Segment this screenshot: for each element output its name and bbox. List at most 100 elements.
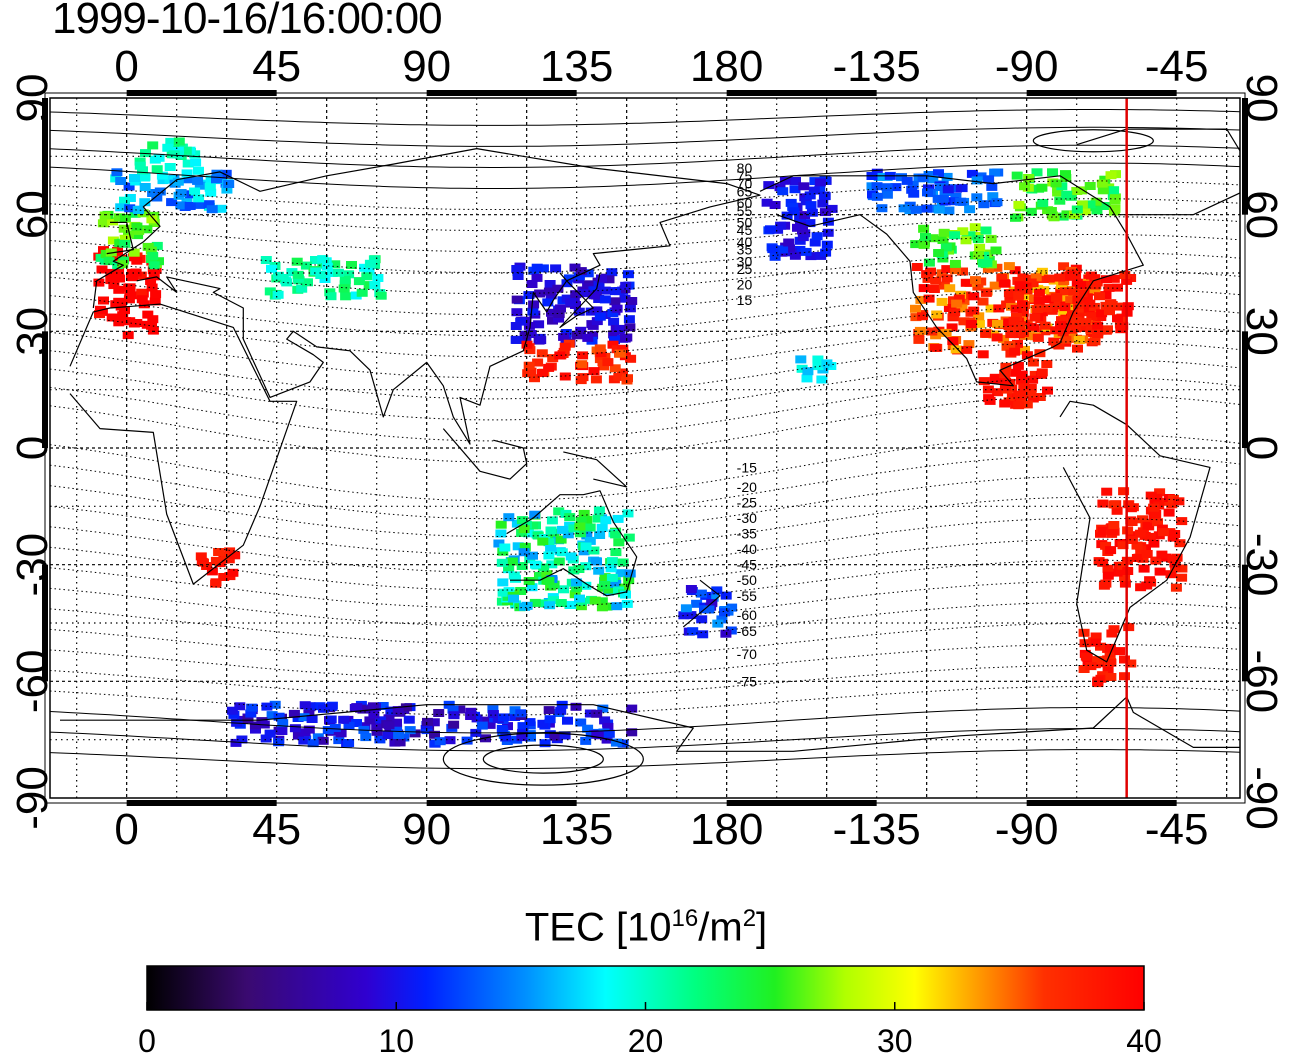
y-tick-label-right: -30: [1237, 533, 1286, 597]
tec-cell: [113, 285, 125, 294]
tec-cell: [575, 602, 587, 611]
tec-cell: [1119, 573, 1131, 582]
coastlines: [60, 98, 1240, 798]
mag-lat-contour: [50, 198, 1240, 232]
tec-cell: [497, 547, 509, 556]
tec-cell: [1170, 563, 1182, 572]
tec-cell: [242, 715, 254, 724]
tec-cell: [519, 542, 531, 551]
tec-cell: [588, 367, 600, 376]
tec-cell: [444, 736, 456, 745]
tec-cell: [720, 591, 732, 600]
tec-cell: [931, 310, 943, 319]
tec-cell: [194, 200, 205, 209]
tec-cell: [133, 226, 145, 235]
tec-cell: [1084, 299, 1096, 308]
tec-cell: [570, 702, 582, 711]
tec-cell: [1165, 570, 1177, 579]
tec-cell: [556, 525, 568, 534]
mag-lat-contour: [50, 707, 1240, 734]
tec-cell: [123, 182, 135, 191]
tec-cell: [779, 176, 791, 185]
tec-cell: [957, 267, 968, 276]
tec-cell: [588, 546, 600, 555]
tec-cell: [385, 706, 397, 715]
tec-cell: [530, 560, 541, 569]
mag-lat-contour: [50, 622, 1240, 662]
tec-cell: [518, 525, 530, 534]
tec-cell: [1095, 642, 1106, 651]
tec-cell: [115, 203, 127, 212]
tec-cell: [364, 716, 376, 725]
tec-cell: [310, 267, 322, 276]
tec-cell: [712, 619, 724, 628]
tec-cell: [822, 228, 834, 237]
tec-cell: [565, 552, 577, 561]
tec-cell: [146, 283, 158, 292]
tec-cell: [820, 248, 832, 257]
tec-cell: [147, 141, 159, 150]
tec-cell: [795, 222, 806, 230]
tec-cell: [1091, 206, 1103, 215]
tec-cell: [150, 265, 162, 274]
tec-cell: [1059, 287, 1071, 296]
tec-cell: [800, 247, 812, 256]
tec-cell: [434, 737, 446, 746]
tec-cell: [818, 191, 830, 200]
tec-cell: [511, 308, 523, 317]
y-tick-label-right: 60: [1237, 190, 1286, 239]
tec-cell: [606, 573, 618, 582]
x-tick-label-top: 180: [690, 42, 763, 91]
tec-cell: [524, 718, 536, 727]
tec-cell: [617, 368, 628, 377]
tec-cell: [360, 733, 372, 742]
tec-cell: [1096, 309, 1108, 318]
tec-cell: [795, 355, 807, 364]
tec-cell: [965, 320, 977, 328]
tec-cell: [933, 249, 945, 257]
tec-cell: [307, 739, 319, 748]
tec-cell: [138, 300, 150, 309]
tec-cell: [266, 264, 277, 273]
tec-cell: [182, 159, 194, 168]
tec-cell: [129, 174, 140, 182]
tec-cell: [382, 731, 394, 739]
tec-cell: [610, 530, 622, 539]
tec-cell: [972, 282, 984, 291]
coastline: [1076, 128, 1240, 216]
tec-cell: [584, 523, 596, 532]
tec-cell: [620, 281, 632, 290]
tec-cell: [687, 627, 699, 636]
tec-cell: [1114, 647, 1126, 656]
tec-cell: [606, 268, 618, 277]
tec-cell: [510, 322, 522, 330]
x-tick-label-bottom: 90: [402, 805, 451, 854]
tec-cell: [206, 205, 218, 214]
tec-cell: [107, 274, 119, 283]
tec-cell: [697, 630, 709, 639]
colorbar-tick-label: 10: [378, 1023, 414, 1057]
tec-cell: [555, 304, 566, 313]
tec-cell: [523, 291, 535, 300]
tec-cell: [946, 323, 958, 332]
tec-cell: [343, 739, 355, 747]
tec-cell: [568, 524, 580, 533]
tec-cell: [553, 557, 565, 566]
tec-cell: [1037, 199, 1049, 207]
tec-cell: [175, 189, 187, 197]
tec-cell: [599, 295, 611, 304]
mag-lat-contour: [50, 686, 1240, 716]
tec-cell: [367, 702, 379, 711]
tec-cell: [192, 176, 204, 185]
tec-cell: [955, 197, 967, 206]
tec-cell: [375, 291, 387, 300]
tec-cell: [585, 730, 597, 739]
tec-cell: [94, 310, 105, 319]
tec-cell: [404, 726, 416, 735]
tec-cell: [1108, 625, 1120, 634]
mag-lat-contour: [50, 109, 1240, 126]
tec-cell: [149, 297, 161, 306]
tec-cell: [542, 298, 554, 307]
tec-cell: [113, 297, 125, 306]
tec-cell: [804, 191, 816, 200]
